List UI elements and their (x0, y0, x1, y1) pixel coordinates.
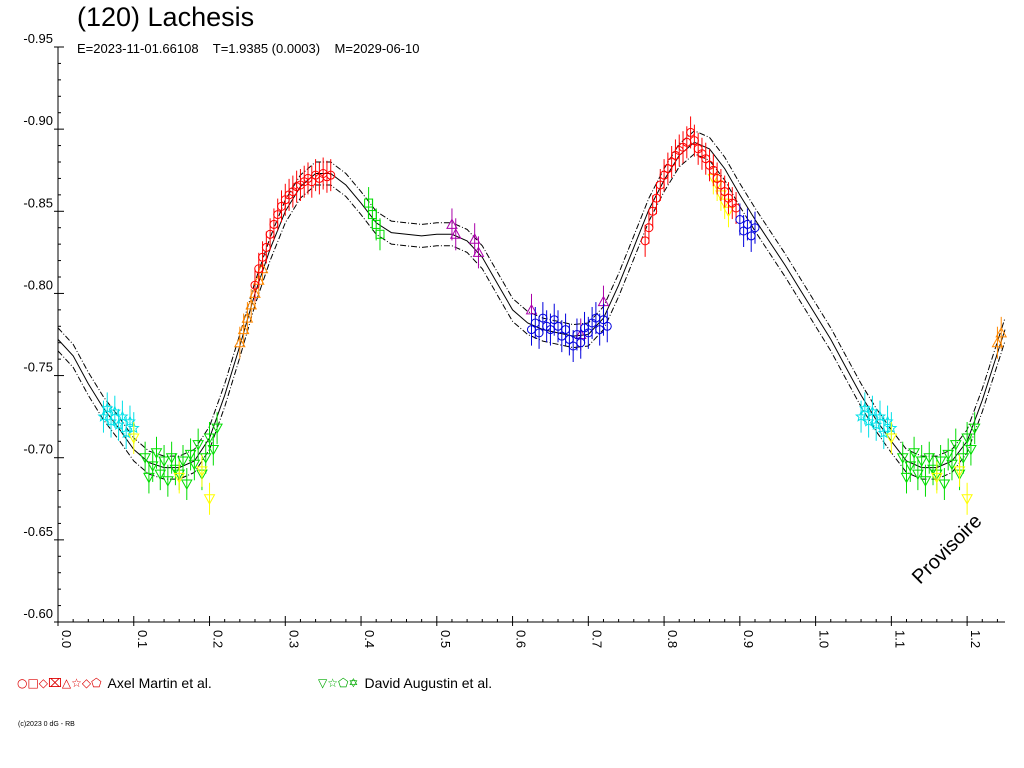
x-tick-label: 1.1 (892, 630, 907, 648)
data-point (211, 423, 223, 435)
legend-axel-martin: ○□◇⌧△☆◇⬠ Axel Martin et al. (17, 675, 212, 691)
chart-subtitle: E=2023-11-01.66108 T=1.9385 (0.0003) M=2… (77, 41, 420, 56)
x-tick-label: 0.3 (286, 630, 301, 648)
data-point (644, 223, 654, 233)
data-point (995, 326, 1008, 338)
data-point (885, 433, 898, 445)
legend-david-augustin: ▽☆⬠✡ David Augustin et al. (318, 675, 492, 691)
data-point (188, 459, 201, 471)
data-point (468, 233, 481, 244)
data-point (207, 445, 220, 456)
data-point (472, 246, 485, 257)
data-point (919, 476, 932, 487)
legend-symbols-david: ▽☆⬠✡ (318, 676, 359, 690)
data-point (326, 170, 336, 180)
data-point (938, 479, 951, 491)
x-tick-label: 0.7 (589, 630, 604, 648)
data-point (184, 449, 197, 461)
data-point (241, 312, 254, 323)
data-point (139, 453, 151, 464)
data-point (908, 448, 920, 459)
data-point (203, 433, 216, 445)
x-tick-label: 0.1 (135, 630, 150, 648)
data-point (203, 494, 216, 505)
data-point (375, 229, 385, 239)
y-tick-label: -0.85 (23, 195, 53, 210)
data-point (127, 433, 140, 445)
data-point (146, 461, 159, 472)
y-tick-label: -0.90 (23, 113, 53, 128)
x-tick-label: 0.4 (362, 630, 377, 648)
data-point (949, 440, 962, 451)
data-point (150, 448, 163, 459)
data-point (923, 453, 936, 464)
data-point (957, 453, 970, 464)
data-point (991, 336, 1004, 348)
data-point (162, 476, 174, 487)
y-tick-label: -0.75 (23, 360, 53, 375)
data-point (116, 410, 129, 422)
chart-title: (120) Lachesis (77, 2, 255, 32)
x-tick-label: 0.5 (438, 630, 453, 648)
data-point (946, 459, 958, 471)
x-tick-label: 0.0 (59, 630, 74, 648)
data-point (904, 461, 917, 472)
data-point (199, 453, 212, 464)
data-point (165, 453, 178, 464)
x-tick-label: 0.9 (741, 630, 756, 648)
data-point (250, 280, 260, 290)
data-point (912, 469, 924, 481)
data-point (961, 433, 973, 445)
data-point (192, 440, 205, 451)
copyright-note: (c)2023 0 dG - RB (18, 721, 75, 728)
data-point (446, 218, 458, 229)
y-tick-label: -0.80 (23, 277, 53, 292)
data-point (154, 469, 167, 481)
y-tick-label: -0.70 (23, 442, 53, 457)
data-point (961, 494, 973, 505)
data-point (900, 472, 913, 484)
y-tick-label: -0.95 (23, 31, 53, 46)
data-point (896, 453, 909, 464)
data-point (143, 472, 155, 484)
data-point (158, 456, 170, 468)
data-point (942, 449, 955, 461)
data-point (177, 456, 189, 468)
data-point (196, 466, 208, 477)
data-point (602, 321, 612, 331)
data-point (245, 298, 258, 310)
data-point (173, 472, 186, 484)
x-tick-label: 1.0 (817, 630, 832, 648)
data-point (237, 323, 250, 335)
legend-label-axel: Axel Martin et al. (107, 675, 212, 691)
y-tick-label: -0.60 (23, 606, 53, 621)
data-point (953, 466, 966, 477)
data-point (449, 228, 462, 239)
data-point (930, 472, 943, 484)
fit-curve-upper (57, 130, 1006, 457)
data-point (934, 456, 947, 468)
legend-label-david: David Augustin et al. (364, 675, 493, 691)
data-point (873, 410, 887, 422)
data-point (750, 223, 760, 233)
data-point (180, 479, 193, 491)
fit-curve-lower (57, 153, 1006, 480)
x-tick-label: 0.2 (211, 630, 226, 648)
x-tick-label: 0.8 (665, 630, 680, 648)
data-point (965, 445, 977, 456)
x-tick-label: 0.6 (514, 630, 529, 648)
legend-symbols-axel: ○□◇⌧△☆◇⬠ (17, 676, 102, 690)
data-point (968, 423, 981, 435)
x-tick-label: 1.2 (968, 630, 983, 648)
data-point (915, 456, 928, 468)
y-tick-label: -0.65 (23, 524, 53, 539)
data-point (233, 336, 246, 348)
